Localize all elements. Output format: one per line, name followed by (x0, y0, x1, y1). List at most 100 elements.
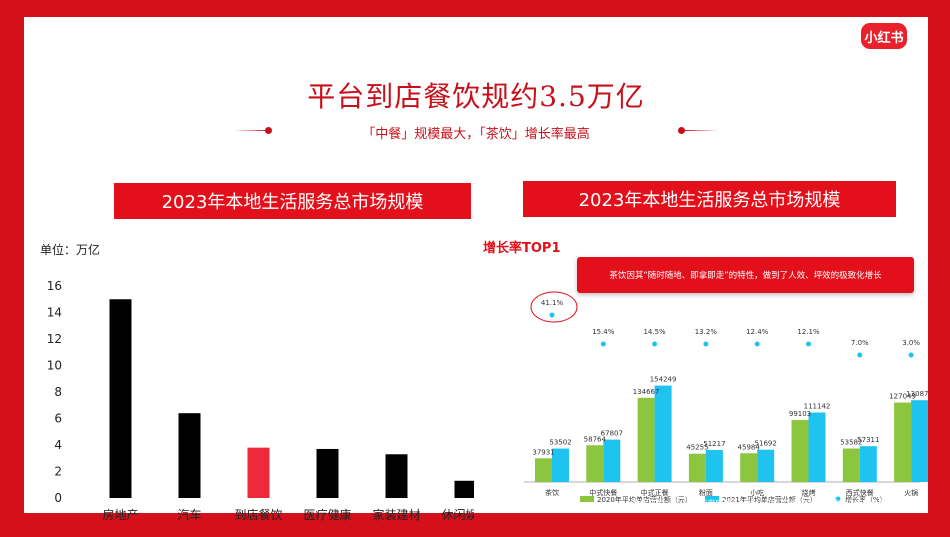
bar-2020-小吃 (740, 453, 758, 482)
page-title: 平台到店餐饮规约3.5万亿 (307, 80, 645, 113)
growth-point (754, 341, 760, 347)
data-label-2020: 99103 (789, 410, 811, 418)
bar-2021-中式正餐 (654, 385, 672, 482)
divider-right-dot (678, 127, 685, 134)
bar-房地产 (109, 299, 132, 498)
data-label-2021: 51217 (703, 440, 725, 448)
bar-2021-西式快餐 (859, 446, 877, 482)
growth-label: 3.0% (902, 339, 920, 347)
growth-point (652, 341, 658, 347)
growth-point (600, 341, 606, 347)
x-tick-label: 中式快餐 (589, 488, 617, 497)
data-label-2021: 67807 (601, 430, 623, 438)
growth-point (806, 341, 811, 347)
data-label-2020: 127049 (889, 393, 916, 401)
y-tick-label: 8 (54, 385, 62, 399)
divider-left (234, 130, 268, 131)
data-label-2020: 45255 (686, 444, 708, 452)
page-subtitle: 「中餐」规模最大，「茶饮」增长率最高 (362, 127, 590, 142)
growth-label: 41.1% (541, 299, 564, 307)
y-tick-label: 12 (47, 332, 62, 346)
y-tick-label: 16 (47, 279, 62, 293)
x-tick-label: 小吃 (750, 488, 764, 497)
bar-到店餐饮 (247, 447, 270, 498)
x-tick-label: 西式快餐 (846, 488, 874, 497)
growth-point (703, 341, 709, 347)
bar-2021-小吃 (757, 449, 775, 482)
bar-2020-烧烤 (791, 420, 809, 482)
data-label-2020: 45984 (738, 443, 761, 451)
bar-2021-火锅 (911, 400, 928, 482)
growth-point (857, 352, 863, 358)
left-bar-chart: 0 2 4 6 8 10 12 14 16 房地产 汽车 到店餐饮 医疗健康 家装建材 休闲娱乐 (47, 279, 474, 522)
x-tick-label: 火锅 (904, 488, 918, 497)
data-label-2020: 37931 (532, 448, 554, 456)
slide: 小红书 平台到店餐饮规约3.5万亿 「中餐」规模最大，「茶饮」增长率最高 202… (24, 17, 928, 522)
divider-right (684, 130, 718, 131)
x-tick-label: 医疗健康 (303, 507, 351, 522)
x-tick-label: 房地产 (102, 507, 138, 522)
x-tick-label: 汽车 (177, 507, 201, 522)
growth-top1-label: 增长率TOP1 (483, 241, 561, 256)
legend-swatch-2021 (705, 496, 719, 502)
bar-医疗健康 (316, 448, 339, 498)
x-tick-label: 家装建材 (372, 507, 420, 522)
bar-休闲娱乐 (454, 480, 474, 498)
bar-2021-茶饮 (552, 448, 569, 482)
bar-2021-中式快餐 (603, 439, 621, 482)
legend-swatch-2020 (580, 496, 594, 502)
data-label-2021: 53502 (549, 439, 571, 447)
left-chart-unit: 单位：万亿 (40, 243, 101, 257)
xiaohongshu-logo: 小红书 (861, 23, 907, 49)
x-tick-label: 粉面 (699, 488, 713, 497)
growth-label: 14.5% (643, 328, 666, 336)
bar-2020-中式快餐 (586, 445, 604, 482)
data-label-2020: 134667 (633, 388, 660, 396)
top1-circle (530, 291, 578, 323)
bar-2020-粉面 (688, 453, 706, 482)
data-label-2021: 130879 (906, 390, 928, 398)
growth-label: 12.4% (746, 328, 769, 336)
bar-家装建材 (385, 454, 408, 498)
y-tick-label: 6 (54, 412, 62, 426)
y-tick-label: 4 (54, 438, 62, 452)
growth-label: 13.2% (695, 328, 718, 336)
bar-2020-茶饮 (535, 458, 552, 482)
data-label-2021: 57311 (857, 436, 879, 444)
right-chart-banner: 2023年本地生活服务总市场规模 (523, 181, 896, 217)
data-label-2020: 53582 (840, 439, 862, 447)
data-source-note: 数据来源：左图-小红书BI团队分析；右图-艾瑞咨询《中国餐饮经营参数蓝皮书》 (632, 499, 918, 508)
growth-point (908, 352, 914, 358)
bar-2021-烧烤 (808, 412, 826, 482)
growth-label: 7.0% (851, 339, 869, 347)
tea-growth-callout: 茶饮因其“随时随地、即拿即走”的特性，做到了人效、坪效的极致化增长 (577, 257, 914, 293)
bar-2021-粉面 (705, 449, 723, 482)
data-label-2020: 58764 (584, 435, 607, 443)
y-tick-label: 10 (47, 359, 62, 373)
y-tick-label: 14 (47, 306, 62, 320)
legend-label-2021: 2021年平均单店营业额（元） (722, 495, 817, 504)
y-tick-label: 0 (54, 491, 62, 505)
bar-2020-火锅 (894, 402, 912, 482)
x-tick-label: 中式正餐 (641, 488, 669, 497)
legend-label-growth: 增长率（%） (845, 495, 887, 504)
y-tick-label: 2 (54, 465, 62, 479)
data-label-2021: 111142 (804, 403, 831, 411)
growth-point (549, 312, 555, 318)
bar-2020-中式正餐 (637, 397, 655, 482)
legend-label-2020: 2020年平均单店营业额（元） (597, 495, 692, 504)
data-label-2021: 154249 (650, 376, 677, 384)
left-chart-banner: 2023年本地生活服务总市场规模 (114, 183, 471, 219)
growth-label: 15.4% (592, 328, 615, 336)
x-tick-label: 烧烤 (802, 488, 816, 497)
bar-2020-西式快餐 (842, 448, 860, 482)
growth-label: 12.1% (797, 328, 820, 336)
data-label-2021: 51692 (755, 440, 777, 448)
x-tick-label: 到店餐饮 (234, 507, 282, 522)
x-tick-label: 茶饮 (545, 488, 559, 497)
legend-swatch-growth (835, 496, 841, 502)
x-tick-label: 休闲娱乐 (441, 508, 474, 522)
divider-left-dot (265, 127, 272, 134)
bar-汽车 (178, 413, 201, 498)
